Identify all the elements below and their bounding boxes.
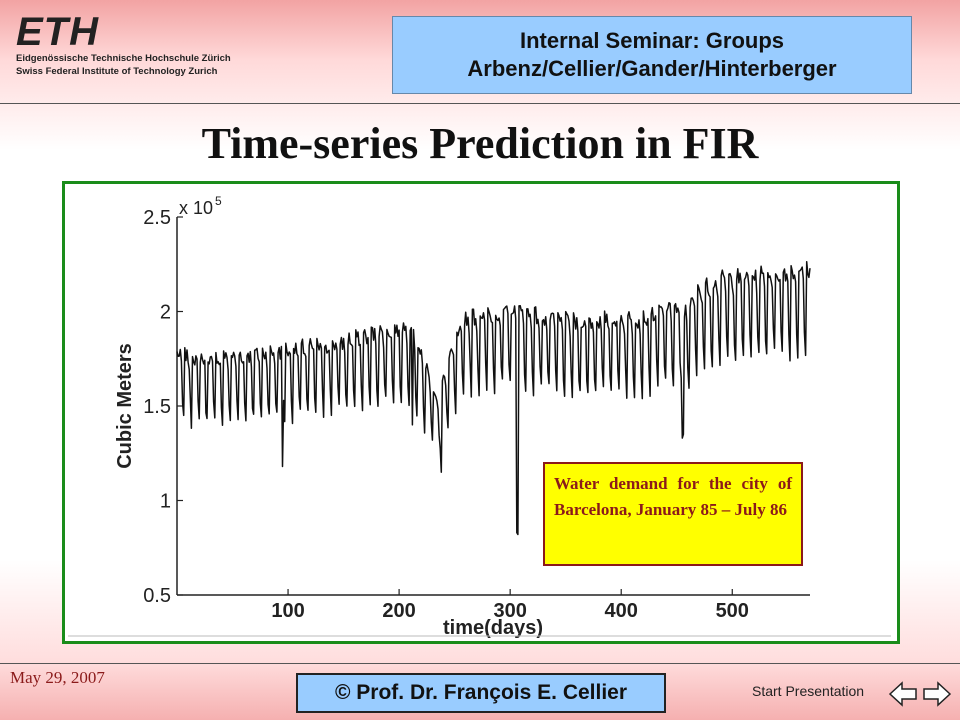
seminar-title-line-2: Arbenz/Cellier/Gander/Hinterberger (467, 56, 837, 81)
y-scale-base: x 10 (179, 198, 213, 218)
arrow-left-icon[interactable] (888, 681, 917, 707)
x-axis-label: time(days) (443, 617, 543, 639)
footer-divider (0, 663, 960, 664)
eth-logo-mark: ETH (16, 10, 99, 54)
arrow-right-icon[interactable] (923, 681, 952, 707)
y-tick-label: 0.5 (143, 585, 171, 607)
chart-frame: 0.5 1 1.5 2 2.5 100 200 300 400 500 x 10 5 time(d… (62, 181, 900, 644)
y-tick-label: 1 (160, 491, 171, 513)
y-tick-label: 2 (160, 302, 171, 324)
x-axis-ticks: 100 200 300 400 500 (271, 589, 749, 622)
eth-logo-line-1: Eidgenössische Technische Hochschule Zür… (16, 53, 231, 64)
time-series-chart: 0.5 1 1.5 2 2.5 100 200 300 400 500 x 10 5 time(d… (68, 194, 891, 639)
seminar-title-box: Internal Seminar: Groups Arbenz/Cellier/… (392, 16, 912, 94)
slide-title: Time-series Prediction in FIR (201, 119, 759, 168)
chart-caption-box: Water demand for the city of Barcelona, … (543, 462, 803, 566)
eth-logo-line-2: Swiss Federal Institute of Technology Zu… (16, 66, 218, 77)
header-divider (0, 103, 960, 104)
x-tick-label: 500 (716, 600, 749, 622)
x-tick-label: 200 (382, 600, 415, 622)
x-tick-label: 300 (493, 600, 526, 622)
y-scale-exponent: 5 (215, 194, 222, 208)
x-tick-label: 400 (605, 600, 638, 622)
x-tick-label: 100 (271, 600, 304, 622)
start-presentation-link[interactable]: Start Presentation (752, 683, 865, 699)
navigation-arrows (888, 681, 952, 707)
eth-logo: ETH Eidgenössische Technische Hochschule… (16, 12, 266, 82)
y-tick-label: 1.5 (143, 396, 171, 418)
author-credit-box: © Prof. Dr. François E. Cellier (296, 673, 666, 713)
y-scale-label: x 10 5 (179, 194, 222, 218)
y-axis-label: Cubic Meters (114, 343, 136, 469)
water-demand-series-line (176, 260, 811, 536)
seminar-title-line-1: Internal Seminar: Groups (519, 28, 785, 53)
y-axis-ticks: 0.5 1 1.5 2 2.5 (143, 207, 183, 607)
y-tick-label: 2.5 (143, 207, 171, 229)
footer-date: May 29, 2007 (10, 668, 105, 687)
